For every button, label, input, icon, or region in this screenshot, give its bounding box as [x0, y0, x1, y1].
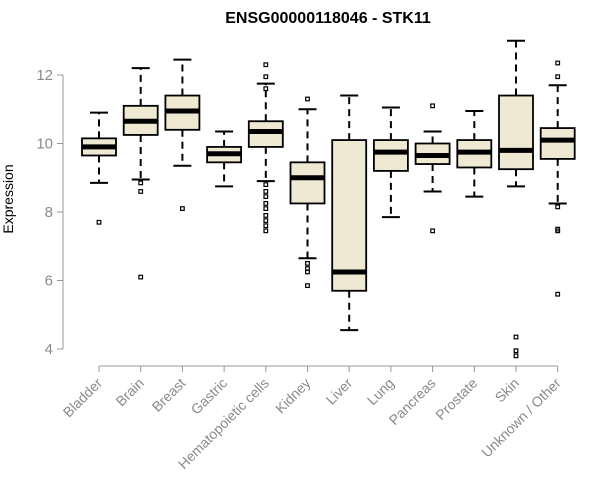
iqr-box: [539, 127, 576, 160]
iqr-box: [289, 161, 326, 205]
boxes-group: [81, 39, 576, 359]
box-pancreas: [414, 103, 451, 234]
outlier-point: [263, 213, 269, 218]
iqr-box: [331, 139, 368, 292]
outlier-point: [263, 86, 269, 92]
box-liver: [331, 94, 368, 332]
iqr-box: [247, 120, 284, 148]
x-tick-label: Liver: [323, 375, 356, 408]
outlier-point: [263, 218, 269, 223]
outlier-point: [305, 260, 310, 266]
outlier-point: [138, 180, 144, 186]
outlier-point: [263, 201, 269, 206]
outlier-point: [305, 283, 310, 289]
outlier-point: [430, 103, 435, 109]
x-tick-label: Prostate: [432, 375, 480, 423]
iqr-box: [498, 94, 534, 171]
outlier-point: [263, 62, 269, 68]
outlier-point: [555, 74, 561, 80]
y-axis-label: Expression: [0, 164, 16, 233]
y-tick-label: 10: [36, 136, 53, 153]
box-brain: [122, 67, 159, 280]
outlier-point: [263, 228, 269, 234]
outlier-point: [513, 353, 519, 359]
outlier-point: [263, 194, 269, 199]
outlier-point: [263, 189, 269, 194]
outlier-point: [138, 189, 144, 194]
outlier-point: [430, 228, 435, 234]
box-bladder: [81, 111, 117, 225]
outlier-point: [263, 182, 269, 188]
chart-title: ENSG00000118046 - STK11: [225, 10, 431, 27]
outlier-point: [555, 228, 561, 234]
box-breast: [164, 58, 201, 211]
outlier-point: [263, 206, 269, 211]
box-lung: [372, 106, 409, 219]
x-tick-label: Lung: [364, 375, 397, 408]
outlier-point: [263, 223, 269, 229]
outlier-point: [305, 96, 310, 102]
outlier-point: [513, 334, 519, 340]
outlier-point: [180, 206, 185, 211]
iqr-box: [372, 139, 409, 172]
outlier-point: [513, 348, 519, 354]
x-tick-label: Skin: [492, 375, 523, 406]
outlier-point: [138, 274, 144, 280]
y-tick-label: 4: [45, 341, 53, 358]
outlier-point: [263, 74, 269, 80]
box-prostate: [456, 109, 493, 198]
x-tick-label: Bladder: [60, 375, 106, 421]
outlier-point: [555, 204, 561, 210]
y-tick-label: 12: [36, 67, 53, 84]
box-unknown-other: [539, 60, 576, 297]
x-tick-label: Breast: [149, 375, 189, 415]
outlier-point: [305, 269, 310, 275]
x-tick-label: Kidney: [272, 375, 314, 417]
x-tick-label: Brain: [112, 375, 146, 409]
box-kidney: [289, 96, 326, 289]
x-tick-label: Unknown / Other: [478, 375, 564, 461]
y-tick-label: 8: [45, 204, 53, 221]
box-gastric: [206, 130, 243, 188]
outlier-point: [555, 60, 561, 66]
box-skin: [498, 39, 534, 359]
outlier-point: [555, 291, 561, 297]
y-axis: 4 6 8 10 12: [36, 67, 64, 358]
y-tick-label: 6: [45, 273, 53, 290]
outlier-point: [96, 219, 102, 225]
box-hematopoietic-cells: [247, 62, 284, 234]
